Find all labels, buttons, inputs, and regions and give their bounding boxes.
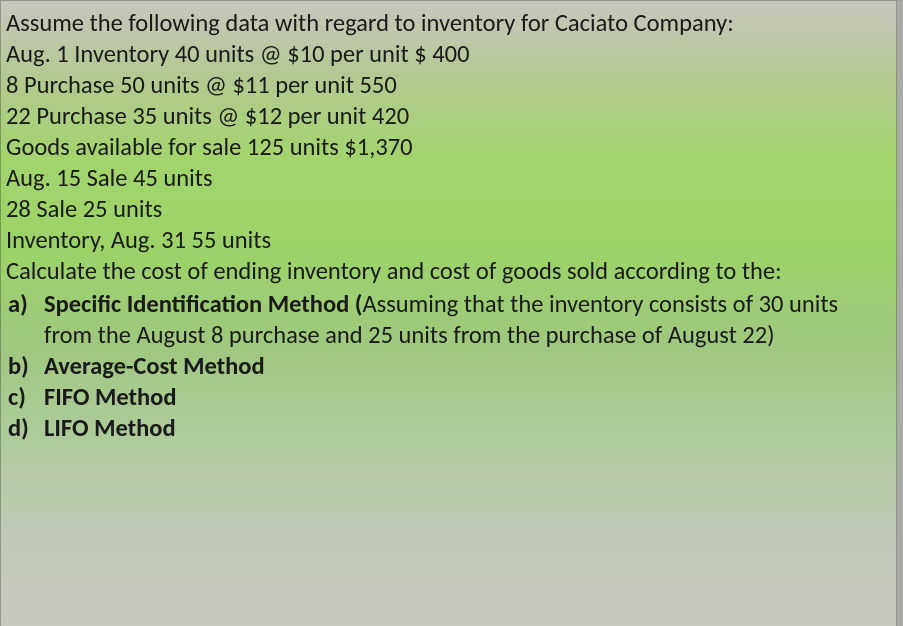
list-marker: c) xyxy=(6,382,44,413)
data-line: 8 Purchase 50 units @ $11 per unit 550 xyxy=(6,70,889,101)
data-line: Aug. 1 Inventory 40 units @ $10 per unit… xyxy=(6,39,889,70)
list-marker: d) xyxy=(6,413,44,444)
calc-prompt: Calculate the cost of ending inventory a… xyxy=(6,256,889,287)
list-body: Specific Identification Method (Assuming… xyxy=(44,289,889,351)
data-line: 22 Purchase 35 units @ $12 per unit 420 xyxy=(6,101,889,132)
data-line: 28 Sale 25 units xyxy=(6,194,889,225)
method-list: a) Specific Identification Method (Assum… xyxy=(6,289,889,444)
method-name: LIFO Method xyxy=(44,413,889,444)
method-name: Specific Identification Method ( xyxy=(44,289,362,319)
list-item-d: d) LIFO Method xyxy=(6,413,889,444)
data-line: Aug. 15 Sale 45 units xyxy=(6,163,889,194)
list-item-b: b) Average-Cost Method xyxy=(6,351,889,382)
method-name: Average-Cost Method xyxy=(44,351,889,382)
list-item-a: a) Specific Identification Method (Assum… xyxy=(6,289,889,351)
data-line: Inventory, Aug. 31 55 units xyxy=(6,225,889,256)
problem-text: Assume the following data with regard to… xyxy=(0,0,903,454)
method-name: FIFO Method xyxy=(44,382,889,413)
list-marker: a) xyxy=(6,289,44,320)
list-item-c: c) FIFO Method xyxy=(6,382,889,413)
list-marker: b) xyxy=(6,351,44,382)
data-line: Goods available for sale 125 units $1,37… xyxy=(6,132,889,163)
intro-paragraph: Assume the following data with regard to… xyxy=(6,8,889,39)
